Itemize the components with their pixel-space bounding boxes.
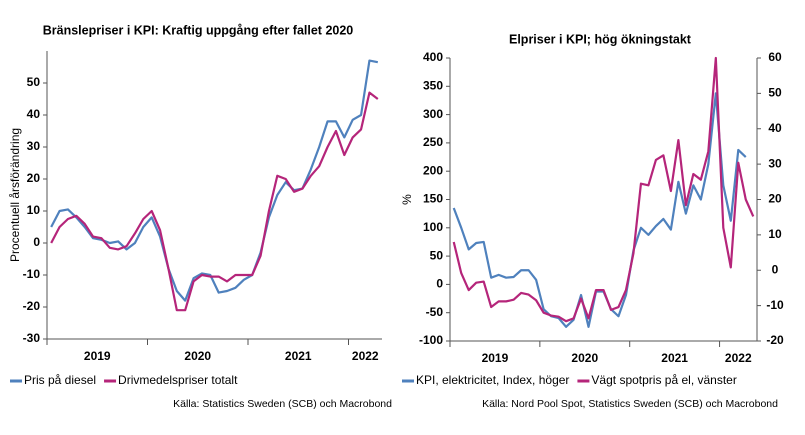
series-line (50, 59, 379, 302)
y-tick-label: 20 (27, 171, 41, 185)
x-tick-label: 2021 (285, 349, 312, 363)
y-tick-label: -50 (426, 305, 444, 319)
y-axis-label: % (400, 194, 414, 205)
y-tick-label: 100 (423, 220, 443, 234)
y-tick-label: -100 (419, 333, 443, 347)
x-tick-label: 2021 (661, 351, 688, 365)
legend-label: KPI, elektricitet, Index, höger (416, 373, 569, 387)
x-tick-label: 2022 (352, 349, 379, 363)
legend-label: Drivmedelspriser totalt (118, 373, 238, 387)
x-tick-label: 2022 (725, 351, 752, 365)
y-tick-label: 40 (27, 107, 41, 121)
series-line (452, 92, 747, 328)
y-tick-label: -20 (23, 299, 41, 313)
chart-title: Bränslepriser i KPI: Kraftig uppgång eft… (43, 23, 354, 37)
y-tick-label: 350 (423, 78, 443, 92)
legend-label: Pris på diesel (24, 373, 96, 387)
x-tick-label: 2020 (571, 351, 598, 365)
x-tick-label: 2019 (482, 351, 509, 365)
y2-tick-label: 10 (768, 227, 782, 241)
y-tick-label: -30 (23, 331, 41, 345)
x-tick-label: 2019 (84, 349, 111, 363)
y2-tick-label: 0 (772, 262, 779, 276)
y2-tick-label: 60 (768, 50, 782, 64)
y-tick-label: 30 (27, 139, 41, 153)
series-line (50, 91, 379, 312)
y2-tick-label: -20 (766, 333, 784, 347)
legend-label: Vägt spotpris på el, vänster (591, 373, 736, 387)
y2-tick-label: -10 (766, 298, 784, 312)
y2-tick-label: 30 (768, 156, 782, 170)
x-tick-label: 2020 (184, 349, 211, 363)
y2-tick-label: 50 (768, 86, 782, 100)
chart-title: Elpriser i KPI; hög ökningstakt (509, 32, 692, 46)
y-axis-label: Procentuell årsförändring (8, 128, 22, 262)
y-tick-label: 300 (423, 107, 443, 121)
y-tick-label: 50 (430, 248, 444, 262)
source-note: Källa: Nord Pool Spot, Statistics Sweden… (482, 398, 778, 410)
y2-tick-label: 20 (768, 192, 782, 206)
series-line (452, 56, 755, 323)
y-tick-label: 0 (33, 235, 40, 249)
y-tick-label: 0 (436, 277, 443, 291)
y-tick-label: 200 (423, 163, 443, 177)
y2-tick-label: 40 (768, 121, 782, 135)
y-tick-label: 10 (27, 203, 41, 217)
source-note: Källa: Statistics Sweden (SCB) och Macro… (173, 398, 392, 410)
y-tick-label: 400 (423, 50, 443, 64)
y-tick-label: -10 (23, 267, 41, 281)
y-tick-label: 250 (423, 135, 443, 149)
y-tick-label: 50 (27, 75, 41, 89)
y-tick-label: 150 (423, 192, 443, 206)
